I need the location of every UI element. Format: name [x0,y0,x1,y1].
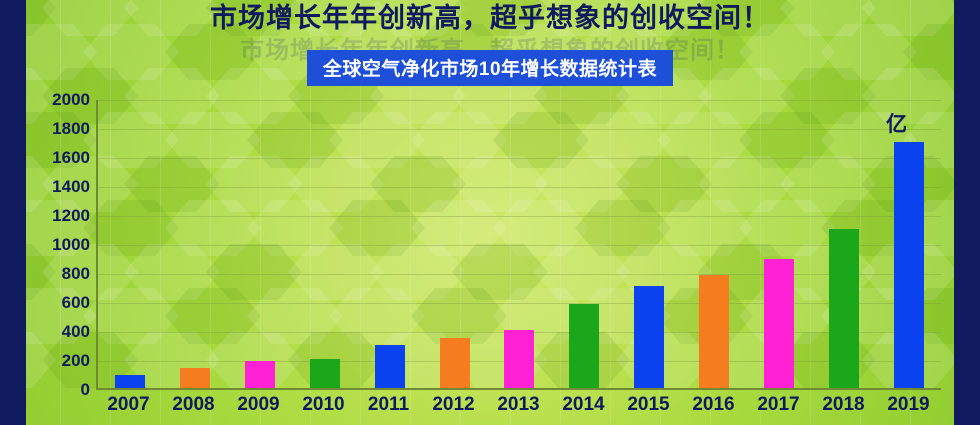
y-tick-label: 1400 [52,177,90,196]
x-axis-labels: 2007 2008 2009 2010 2011 2012 2013 2014 2015 2016… [96,394,941,422]
background-stripe [860,0,861,425]
x-tick-label: 2012 [432,394,475,415]
bar-cell [811,100,876,388]
bar-2012[interactable] [439,337,470,388]
right-edge-bar [954,0,980,425]
bar-2014[interactable] [569,303,600,388]
hex-pattern-cell [862,68,958,124]
background-stripe [660,0,661,425]
bar-2016[interactable] [699,274,730,388]
bar-cell [617,100,682,388]
background-stripe [60,0,61,425]
bar-2011[interactable] [374,345,405,388]
bar-cell [357,100,422,388]
bar-2015[interactable] [634,285,665,388]
y-tick-label: 0 [80,380,90,399]
background-stripe [610,0,611,425]
subtitle-container: 全球空气净化市场10年增长数据统计表 [0,50,980,86]
bar-2010[interactable] [309,359,340,388]
x-tick-label: 2011 [367,394,410,415]
bar-cell [422,100,487,388]
gridline [98,303,941,304]
gridline [98,245,941,246]
bar-cell [163,100,228,388]
background-stripe [310,0,311,425]
left-edge-bar [0,0,26,425]
x-tick-label: 2007 [107,394,150,415]
x-tick-label: 2019 [887,394,930,415]
background-stripe [410,0,411,425]
background-stripe [460,0,461,425]
x-tick-label: 2017 [757,394,800,415]
gridline [98,100,941,101]
background-stripe [510,0,511,425]
hex-pattern-cell [780,332,876,388]
x-tick-label: 2010 [302,394,345,415]
bar-2017[interactable] [763,258,794,388]
background-stripe [260,0,261,425]
x-tick-label: 2008 [172,394,215,415]
gridline [98,274,941,275]
background-stripe [210,0,211,425]
gridline [98,129,941,130]
gridline [98,158,941,159]
hex-pattern-cell [165,288,261,344]
plot-area: 2000 1800 1600 1400 1200 1000 800 600 400 200 0 [52,90,941,399]
bar-2013[interactable] [504,330,535,388]
y-tick-label: 1800 [52,119,90,138]
x-tick-label: 2013 [497,394,540,415]
background-stripe [710,0,711,425]
hex-pattern-cell [329,288,425,344]
hex-pattern-cell [780,68,876,124]
y-tick-label: 1200 [52,206,90,225]
y-tick-label: 1600 [52,148,90,167]
hex-pattern-cell [247,288,343,344]
y-tick-label: 1000 [52,235,90,254]
hex-pattern-cell [83,288,179,344]
background-stripe [560,0,561,425]
x-tick-label: 2015 [627,394,670,415]
background-stripe [760,0,761,425]
chart-subtitle: 全球空气净化市场10年增长数据统计表 [306,50,674,86]
bar-2007[interactable] [115,374,146,388]
hex-pattern-cell [698,68,794,124]
y-axis-unit-label: 亿 [886,113,907,136]
background-stripe [360,0,361,425]
x-tick-label: 2016 [692,394,735,415]
background-stripe [810,0,811,425]
hex-pattern-cell [42,68,138,124]
bar-2018[interactable] [828,228,859,388]
bar-series [98,100,941,388]
bar-cell [746,100,811,388]
y-tick-label: 400 [61,322,90,341]
y-tick-label: 800 [61,264,90,283]
bar-cell [293,100,358,388]
hex-pattern-cell [411,288,507,344]
bar-cell [682,100,747,388]
x-tick-label: 2018 [822,394,865,415]
gridline [98,216,941,217]
gridline [98,187,941,188]
x-tick-label: 2014 [562,394,605,415]
bar-cell [487,100,552,388]
bar-2019[interactable] [893,141,924,388]
bar-cell [552,100,617,388]
y-tick-label: 600 [61,293,90,312]
y-tick-label: 200 [61,351,90,370]
bar-cell [228,100,293,388]
x-tick-label: 2009 [237,394,280,415]
y-tick-label: 2000 [52,90,90,109]
bar-2009[interactable] [245,361,276,388]
page-title: 市场增长年年创新高，超乎想象的创收空间！ [210,3,770,33]
background-stripe [110,0,111,425]
background-stripe [160,0,161,425]
bar-cell [98,100,163,388]
bar-cell [876,100,941,388]
hex-pattern-cell [124,68,220,124]
hex-pattern-cell [206,68,302,124]
bar-2008[interactable] [180,367,211,388]
